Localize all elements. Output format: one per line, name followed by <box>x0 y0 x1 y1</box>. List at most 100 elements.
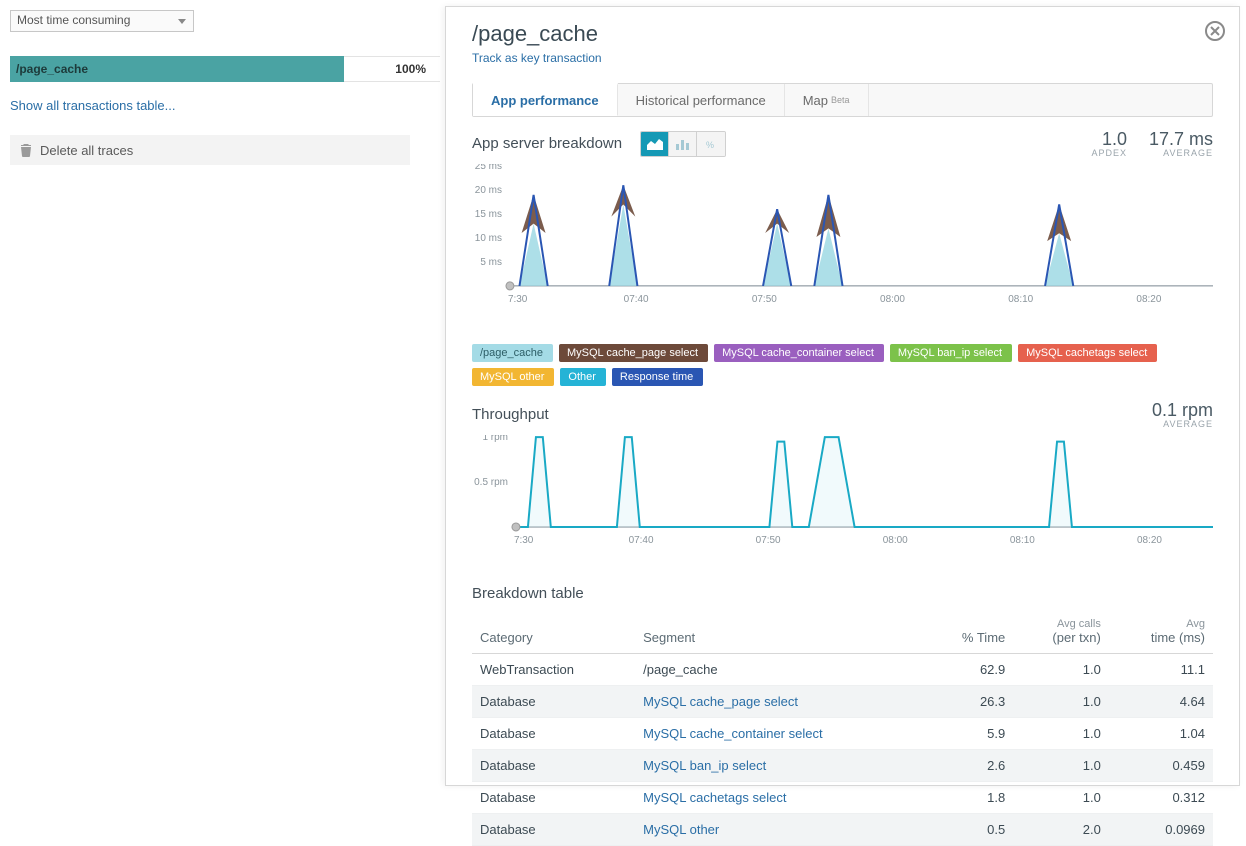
throughput-chart[interactable]: 0.5 rpm1 rpm7:3007:4007:5008:0008:1008:2… <box>472 435 1213 545</box>
breakdown-table: CategorySegment% TimeAvg calls(per txn)A… <box>472 612 1213 846</box>
tab-badge: Beta <box>831 95 850 105</box>
transaction-name: /page_cache <box>16 62 88 76</box>
table-header[interactable]: Avgtime (ms) <box>1109 612 1213 654</box>
tab-app-performance[interactable]: App performance <box>473 83 618 116</box>
table-row: DatabaseMySQL other0.52.00.0969 <box>472 814 1213 846</box>
cell-pct: 2.6 <box>925 750 1013 782</box>
cell-category: Database <box>472 718 635 750</box>
table-header[interactable]: Category <box>472 612 635 654</box>
transaction-percent: 100% <box>344 62 440 76</box>
svg-text:1 rpm: 1 rpm <box>482 435 507 443</box>
cell-time: 4.64 <box>1109 686 1213 718</box>
svg-text:20 ms: 20 ms <box>475 185 502 196</box>
segment-link[interactable]: MySQL cache_page select <box>643 694 798 709</box>
view-area-button[interactable] <box>641 132 669 156</box>
svg-text:%: % <box>706 140 714 150</box>
close-icon <box>1210 26 1220 36</box>
cell-category: Database <box>472 814 635 846</box>
breakdown-chart-title: App server breakdown <box>472 135 622 152</box>
cell-time: 0.312 <box>1109 782 1213 814</box>
table-row: WebTransaction/page_cache62.91.011.1 <box>472 654 1213 686</box>
throughput-chart-title: Throughput <box>472 406 549 423</box>
view-percent-button[interactable]: % <box>697 132 725 156</box>
legend-pill[interactable]: MySQL other <box>472 368 554 386</box>
svg-text:08:00: 08:00 <box>880 294 905 304</box>
legend-pill[interactable]: MySQL cachetags select <box>1018 344 1157 362</box>
cell-segment: MySQL cachetags select <box>635 782 925 814</box>
cell-segment: MySQL cache_container select <box>635 718 925 750</box>
breakdown-chart[interactable]: 5 ms10 ms15 ms20 ms25 ms7:3007:4007:5008… <box>472 164 1213 304</box>
cell-time: 0.0969 <box>1109 814 1213 846</box>
svg-text:07:50: 07:50 <box>752 294 777 304</box>
svg-text:5 ms: 5 ms <box>480 257 502 268</box>
cell-calls: 2.0 <box>1013 814 1109 846</box>
legend-pill[interactable]: MySQL cache_container select <box>714 344 884 362</box>
table-header[interactable]: Segment <box>635 612 925 654</box>
transactions-sidebar: Most time consuming /page_cache 100% Sho… <box>0 0 440 165</box>
cell-segment: /page_cache <box>635 654 925 686</box>
segment-link[interactable]: MySQL ban_ip select <box>643 758 766 773</box>
svg-text:07:50: 07:50 <box>756 535 781 545</box>
table-header[interactable]: % Time <box>925 612 1013 654</box>
transaction-row[interactable]: /page_cache 100% <box>10 56 440 82</box>
cell-pct: 5.9 <box>925 718 1013 750</box>
legend-pill[interactable]: MySQL cache_page select <box>559 344 708 362</box>
breakdown-table-title: Breakdown table <box>472 585 1213 602</box>
table-header[interactable]: Avg calls(per txn) <box>1013 612 1109 654</box>
legend-pill[interactable]: /page_cache <box>472 344 553 362</box>
cell-pct: 1.8 <box>925 782 1013 814</box>
sort-dropdown-label: Most time consuming <box>17 13 130 27</box>
view-bar-button[interactable] <box>669 132 697 156</box>
cell-category: WebTransaction <box>472 654 635 686</box>
apdex-value: 1.0 <box>1091 129 1127 150</box>
trash-icon <box>20 143 32 157</box>
svg-text:07:40: 07:40 <box>624 294 649 304</box>
cell-calls: 1.0 <box>1013 686 1109 718</box>
svg-text:15 ms: 15 ms <box>475 209 502 220</box>
segment-link[interactable]: MySQL cachetags select <box>643 790 786 805</box>
throughput-average-value: 0.1 rpm <box>1152 400 1213 421</box>
sort-dropdown[interactable]: Most time consuming <box>10 10 194 32</box>
tab-map[interactable]: MapBeta <box>785 84 869 116</box>
svg-text:7:30: 7:30 <box>514 535 534 545</box>
cell-segment: MySQL other <box>635 814 925 846</box>
detail-tabs: App performanceHistorical performanceMap… <box>472 83 1213 117</box>
chart-legend: /page_cache MySQL cache_page select MySQL … <box>472 344 1213 386</box>
cell-pct: 26.3 <box>925 686 1013 718</box>
svg-text:08:10: 08:10 <box>1008 294 1033 304</box>
transaction-bar: /page_cache <box>10 56 344 82</box>
apdex-metric: 1.0 APDEX <box>1091 129 1127 158</box>
cell-category: Database <box>472 750 635 782</box>
legend-pill[interactable]: Other <box>560 368 606 386</box>
cell-calls: 1.0 <box>1013 718 1109 750</box>
transaction-title: /page_cache <box>472 21 1213 47</box>
cell-time: 0.459 <box>1109 750 1213 782</box>
throughput-average-metric: 0.1 rpm AVERAGE <box>1152 400 1213 429</box>
track-key-transaction-link[interactable]: Track as key transaction <box>472 51 602 65</box>
table-row: Database MySQL ban_ip select 2.61.00.459 <box>472 750 1213 782</box>
cell-pct: 62.9 <box>925 654 1013 686</box>
cell-category: Database <box>472 686 635 718</box>
svg-text:0.5 rpm: 0.5 rpm <box>474 477 508 488</box>
cell-time: 11.1 <box>1109 654 1213 686</box>
segment-link[interactable]: MySQL other <box>643 822 719 837</box>
svg-text:7:30: 7:30 <box>508 294 528 304</box>
legend-pill[interactable]: MySQL ban_ip select <box>890 344 1012 362</box>
cell-segment: MySQL ban_ip select <box>635 750 925 782</box>
legend-pill[interactable]: Response time <box>612 368 703 386</box>
table-row: DatabaseMySQL cache_container select5.91… <box>472 718 1213 750</box>
delete-all-traces-button[interactable]: Delete all traces <box>10 135 410 165</box>
cell-segment: MySQL cache_page select <box>635 686 925 718</box>
svg-text:08:00: 08:00 <box>883 535 908 545</box>
cell-calls: 1.0 <box>1013 750 1109 782</box>
table-row: Database MySQL cache_page select 26.31.04.… <box>472 686 1213 718</box>
close-panel-button[interactable] <box>1205 21 1225 41</box>
average-metric: 17.7 ms AVERAGE <box>1149 129 1213 158</box>
cell-calls: 1.0 <box>1013 654 1109 686</box>
svg-text:25 ms: 25 ms <box>475 164 502 172</box>
table-row: DatabaseMySQL cachetags select1.81.00.31… <box>472 782 1213 814</box>
tab-historical-performance[interactable]: Historical performance <box>618 84 785 116</box>
cell-time: 1.04 <box>1109 718 1213 750</box>
show-all-transactions-link[interactable]: Show all transactions table... <box>10 98 440 113</box>
segment-link[interactable]: MySQL cache_container select <box>643 726 822 741</box>
